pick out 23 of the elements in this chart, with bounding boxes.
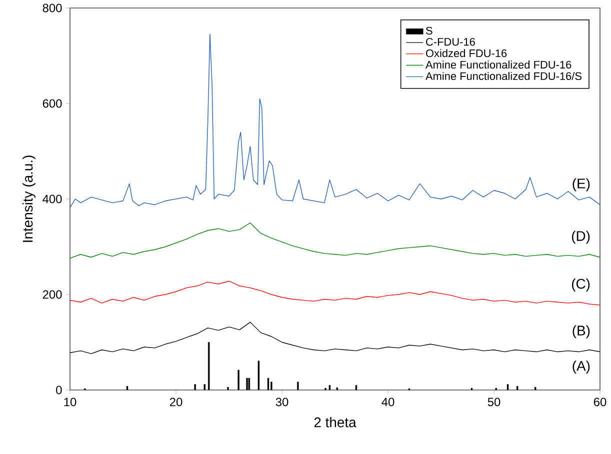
legend-label: Amine Functionalized FDU-16/S	[426, 72, 582, 80]
annotation: (D)	[572, 230, 590, 244]
annotation: (B)	[572, 325, 590, 338]
y-tick-label: 400	[42, 194, 62, 204]
y-tick-label: 600	[42, 99, 62, 108]
legend-label: Amine Functionalized FDU-16	[426, 60, 572, 69]
annotation: (E)	[572, 178, 590, 192]
legend-label: S	[426, 26, 432, 35]
y-tick-label: 200	[42, 290, 62, 299]
x-tick-label: 50	[488, 398, 500, 406]
x-tick-label: 60	[594, 398, 606, 406]
x-tick-label: 20	[170, 398, 182, 406]
legend-label: Oxidzed FDU-16	[426, 49, 507, 58]
x-tick-label: 40	[382, 398, 394, 406]
annotation: (A)	[572, 360, 590, 374]
legend-label: C-FDU-16	[426, 38, 475, 46]
y-tick-label: 0	[56, 386, 62, 394]
y-tick-label: 800	[42, 4, 62, 12]
y-axis-title: Intensity (a.u.)	[22, 156, 36, 242]
x-tick-label: 10	[64, 398, 76, 406]
x-tick-label: 30	[276, 398, 288, 406]
annotation: (C)	[572, 278, 590, 292]
x-axis-title: 2 theta	[314, 417, 356, 428]
